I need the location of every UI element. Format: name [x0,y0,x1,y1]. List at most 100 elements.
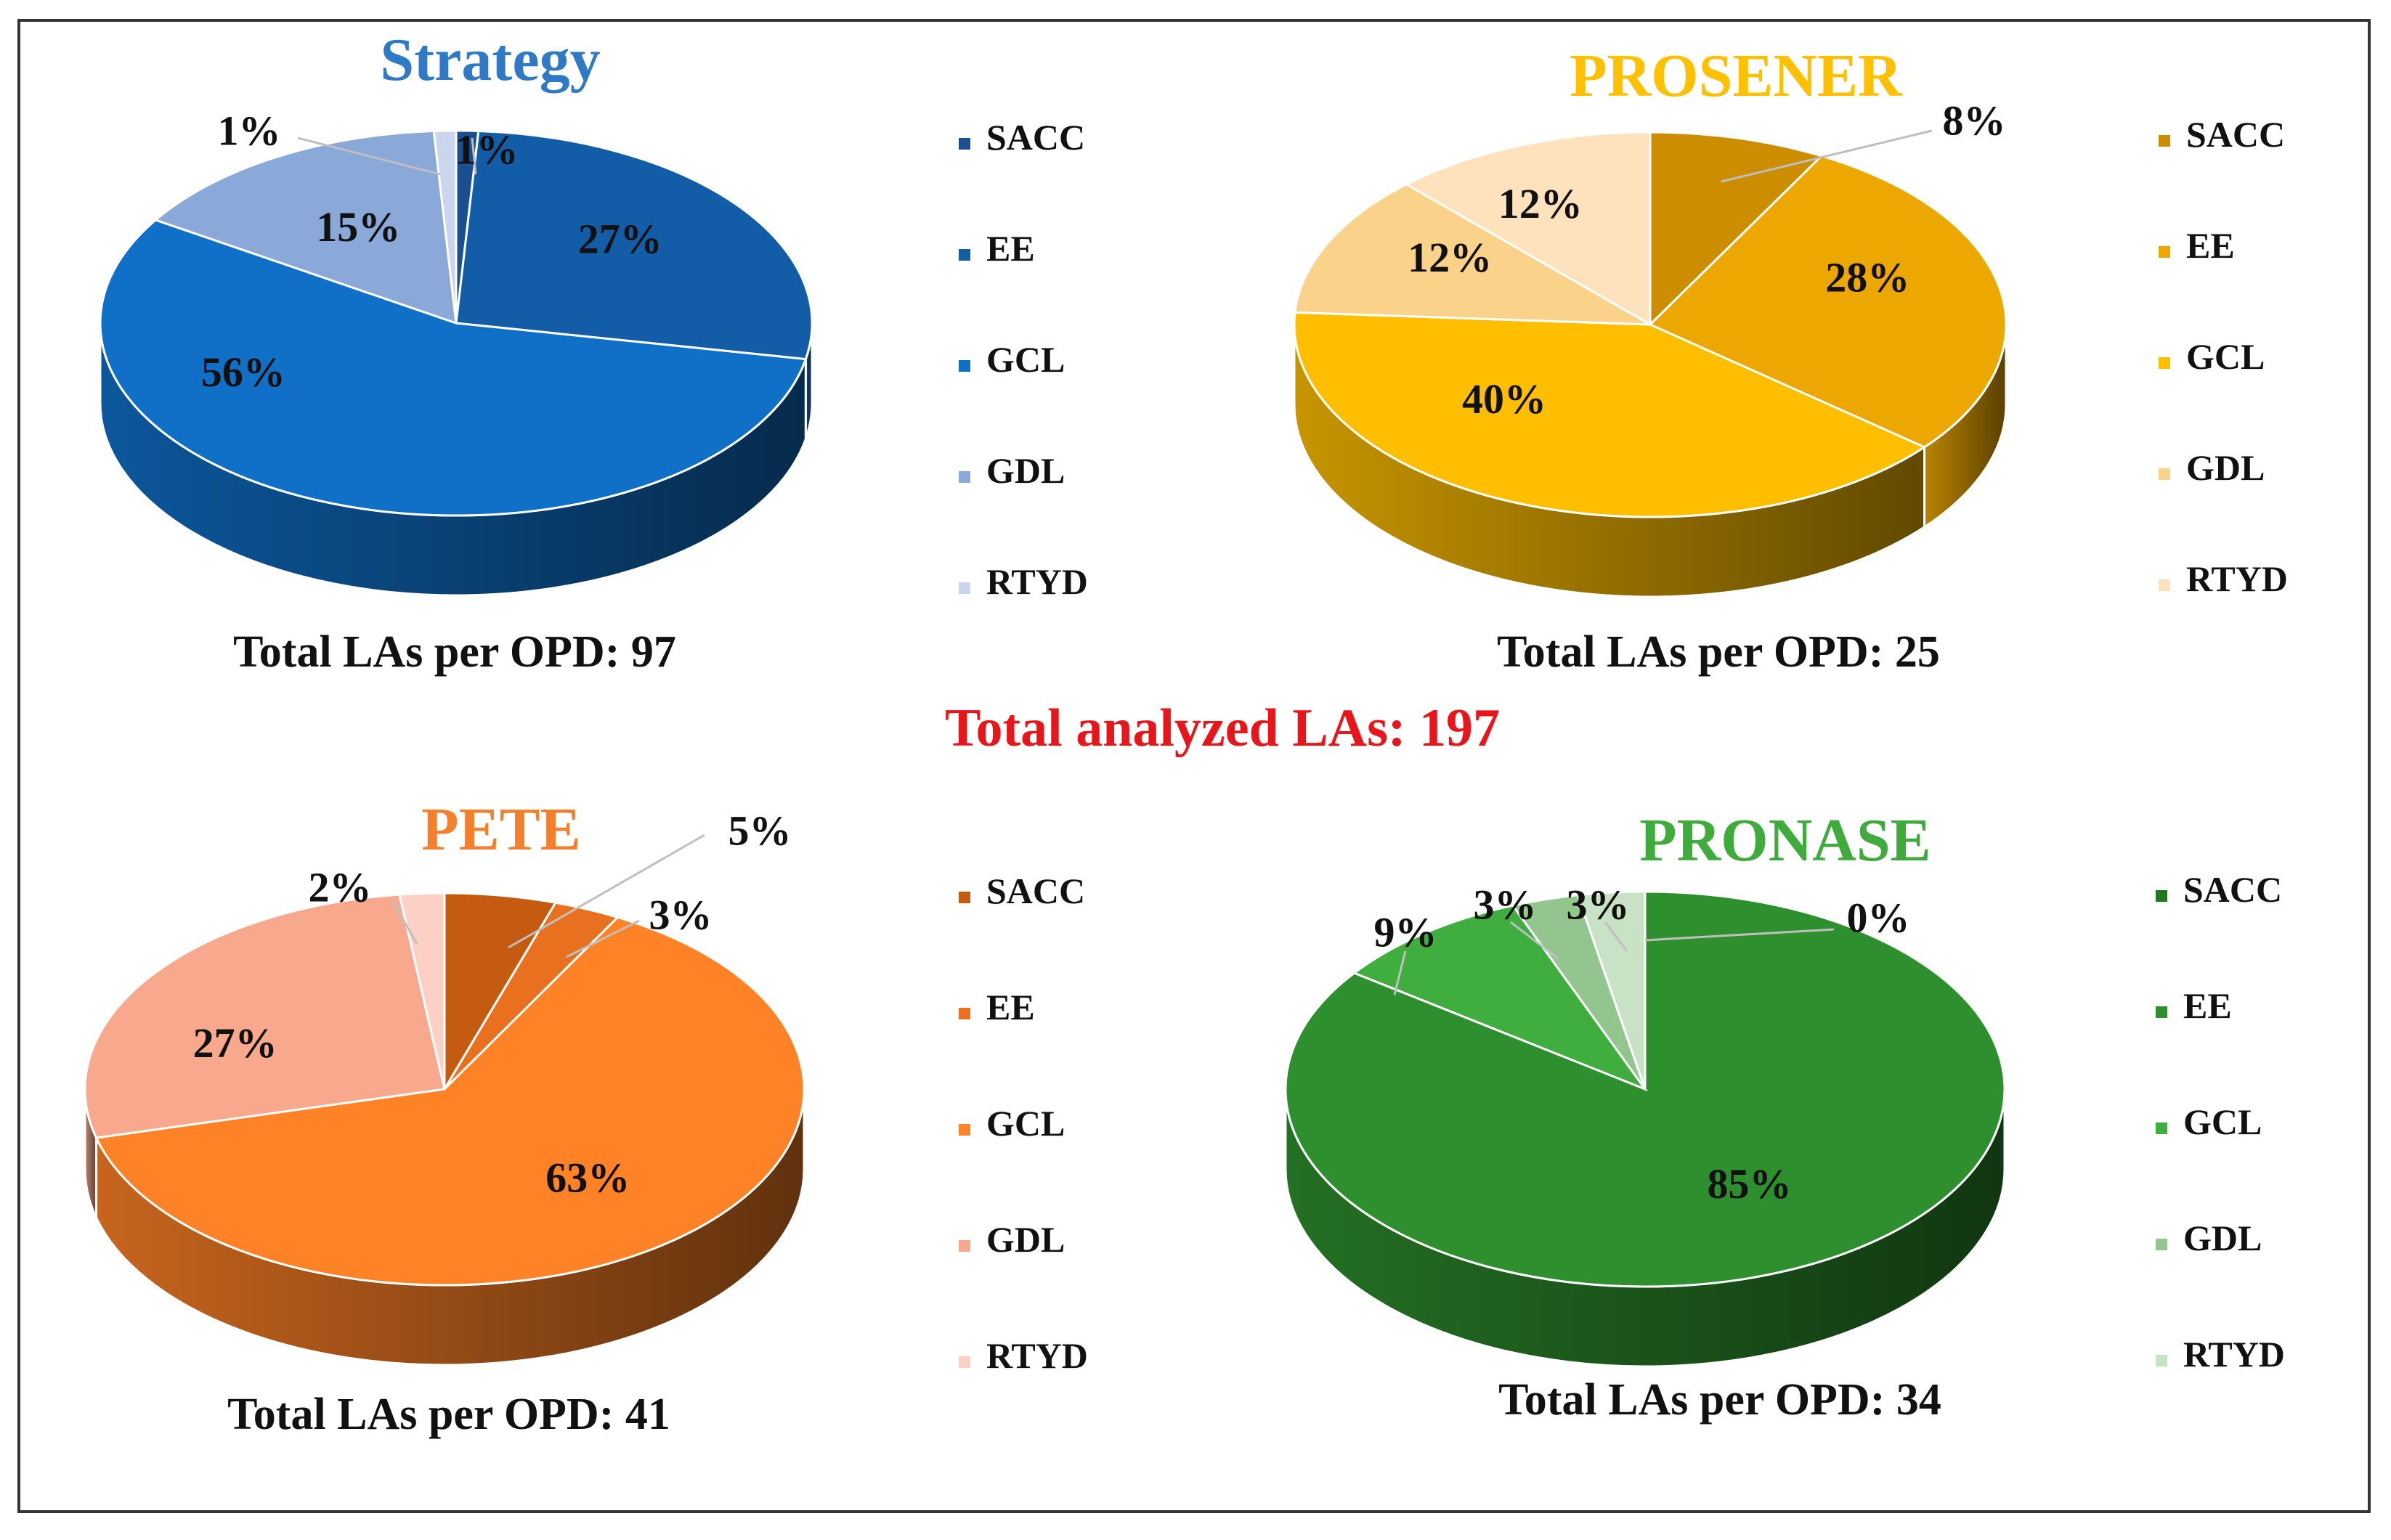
pie-slice-sacc [443,892,558,1093]
legend-label-gdl: GDL [2183,1218,2262,1258]
legend-label-gdl: GDL [986,1219,1065,1260]
data-label-gcl: 56% [201,349,285,396]
chart-title: Strategy [380,26,600,94]
legend-swatch-sacc [2159,135,2170,147]
legend-label-gdl: GDL [2186,447,2265,488]
legend-swatch-sacc [959,138,970,150]
data-label-ee: 85% [1708,1160,1792,1207]
data-label-ee: 3% [649,891,713,938]
data-label-ee: 28% [1825,253,1909,301]
pie-panel-pete: 5% 3% 63% 27% 2% PETE Total LAs per OPD: 41 SAC… [84,796,1088,1439]
data-label-gcl: 40% [1462,375,1546,423]
legend-label-rtyd: RTYD [2183,1334,2285,1374]
pie-panel-strategy: 1% 27% 56% 15% 1% Strategy Total LAs per OPD: … [99,26,1088,677]
legend-label-sacc: SACC [986,117,1085,158]
data-label-rtyd: 2% [309,863,372,910]
leader-line [508,834,705,949]
legend: SACC EE GCL GDL RTYD [959,871,1088,1376]
legend-swatch-gdl [2156,1239,2167,1250]
data-label-rtyd: 3% [1567,881,1630,928]
legend-swatch-ee [959,249,970,261]
pie-slice-ee [1648,155,2008,449]
pie-slice-gcl [1352,904,1649,1092]
leader-line [297,137,441,176]
legend: SACC EE GCL GDL RTYD [959,117,1088,602]
legend-swatch-sacc [2156,890,2167,902]
legend-label-gcl: GCL [986,1103,1065,1144]
legend-swatch-gcl [2156,1123,2167,1134]
pie-slice-gcl [1293,311,1927,518]
chart-title: PRONASE [1639,807,1931,874]
pie-slice-gdl [153,129,458,325]
pie-slice-gcl [94,916,805,1287]
legend-label-ee: EE [2186,225,2235,266]
leader-line [1604,921,1628,952]
legend: SACC EE GCL GDL RTYD [2159,114,2288,599]
total-per-opd-label: Total LAs per OPD: 97 [233,627,676,677]
pie-slice-rtyd [1576,890,1647,1090]
legend-label-sacc: SACC [2183,869,2282,910]
data-label-gdl: 12% [1408,234,1492,281]
leader-line [391,900,418,945]
legend-swatch-gcl [959,1124,970,1136]
legend-swatch-gdl [959,1240,970,1252]
data-label-ee: 27% [578,215,662,262]
leader-line [1644,928,1835,942]
leader-line [566,919,640,958]
legend-swatch-sacc [959,892,970,903]
legend-label-ee: EE [986,987,1035,1027]
legend-swatch-ee [2156,1006,2167,1018]
legend-label-rtyd: RTYD [2186,558,2288,599]
data-label-rtyd: 1% [218,107,281,154]
legend-swatch-rtyd [959,582,970,594]
pie-slice-rtyd [398,892,446,1090]
legend-label-rtyd: RTYD [986,1335,1088,1376]
legend-swatch-gcl [2159,357,2170,369]
data-label-sacc: 5% [728,807,792,854]
pie-slice-sacc [1649,131,1824,327]
legend-swatch-ee [2159,246,2170,258]
data-label-sacc: 1% [455,126,519,173]
data-label-gdl: 3% [1474,881,1537,928]
leader-line [471,137,477,175]
legend-swatch-gdl [959,471,970,483]
legend-swatch-gdl [2159,468,2170,480]
pie-slice-rtyd [432,129,458,324]
pie-slice-rtyd [1404,131,1652,327]
total-per-opd-label: Total LAs per OPD: 41 [227,1390,670,1439]
legend: SACC EE GCL GDL RTYD [2156,869,2285,1374]
pie-slice-gdl [84,893,446,1139]
data-label-sacc: 8% [1943,97,2006,144]
legend-label-gcl: GCL [2186,336,2265,377]
pie-slice-gdl [1294,183,1651,326]
legend-label-gcl: GCL [986,339,1065,380]
legend-swatch-ee [959,1008,970,1019]
data-label-gdl: 27% [193,1019,277,1067]
legend-label-sacc: SACC [986,871,1085,911]
leader-line [1510,921,1559,960]
legend-label-ee: EE [986,228,1035,269]
legend-swatch-rtyd [2156,1355,2167,1366]
data-label-gcl: 9% [1374,908,1437,956]
leader-line [1721,129,1933,183]
data-label-gdl: 15% [316,203,400,250]
pie-panel-prosener: 8% 28% 40% 12%12% PROSENER Total LAs per OPD:… [1293,42,2288,677]
legend-swatch-gcl [959,360,970,372]
total-per-opd-label: Total LAs per OPD: 34 [1498,1375,1941,1425]
pie-slice-ee [455,129,813,361]
pie-slice-gcl [99,219,808,517]
legend-label-rtyd: RTYD [986,561,1088,602]
data-label-rtyd: 12% [1498,180,1583,227]
total-analyzed-label: Total analyzed LAs: 197 [945,698,1500,758]
total-per-opd-label: Total LAs per OPD: 25 [1497,627,1940,677]
legend-label-gcl: GCL [2183,1101,2262,1142]
chart-title: PROSENER [1570,42,1903,110]
legend-label-gdl: GDL [986,450,1065,491]
chart-title: PETE [421,796,580,863]
leader-line [1393,950,1407,995]
legend-swatch-rtyd [2159,579,2170,591]
legend-label-ee: EE [2183,985,2232,1026]
legend-label-sacc: SACC [2186,114,2285,155]
